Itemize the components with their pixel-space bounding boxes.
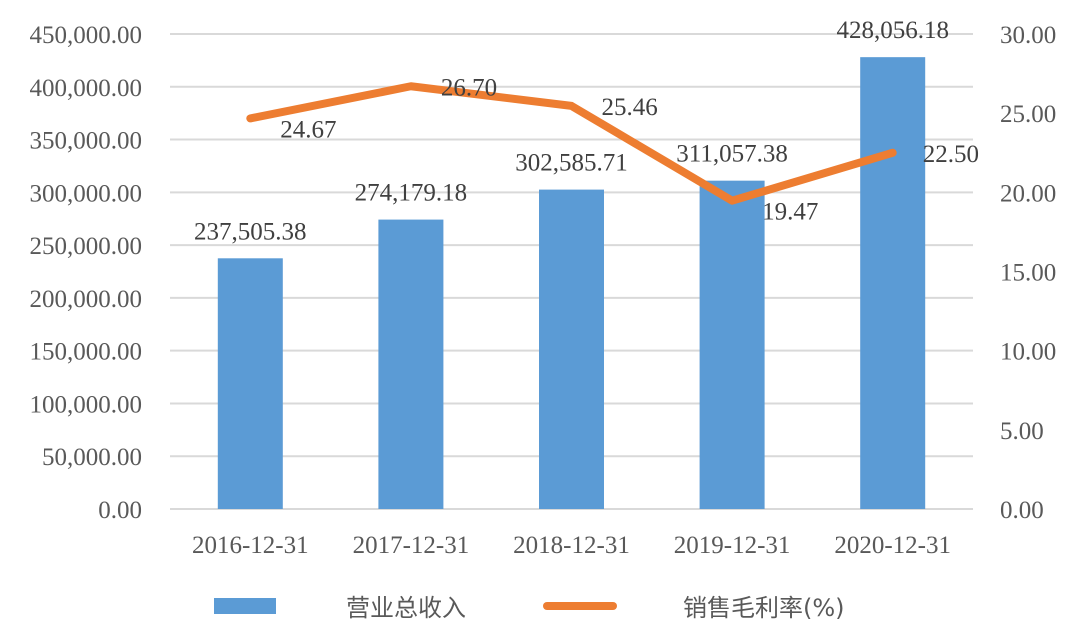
revenue-bar — [539, 189, 604, 509]
legend-label-revenue: 营业总收入 — [346, 594, 466, 622]
left-tick-label: 350,000.00 — [30, 128, 143, 155]
left-tick-label: 250,000.00 — [30, 233, 143, 260]
margin-line-path — [246, 82, 897, 205]
x-tick-label: 2018-12-31 — [513, 532, 630, 559]
left-tick-label: 300,000.00 — [30, 180, 143, 207]
right-tick-label: 10.00 — [1000, 339, 1056, 366]
combo-chart: 0.00 50,000.00 100,000.00 150,000.00 200,000… — [30, 17, 1057, 559]
left-tick-label: 0.00 — [98, 497, 142, 524]
line-value-label: 25.46 — [602, 94, 658, 121]
left-y-axis: 0.00 50,000.00 100,000.00 150,000.00 200,000… — [30, 22, 143, 524]
right-tick-label: 20.00 — [1000, 180, 1056, 207]
legend-label-margin: 销售毛利率(%) — [683, 594, 845, 622]
legend-bar-swatch — [214, 597, 276, 614]
right-tick-label: 30.00 — [1000, 22, 1056, 49]
revenue-bar — [378, 219, 444, 510]
legend-item-revenue: 营业总收入 — [214, 588, 466, 623]
right-tick-label: 15.00 — [1000, 260, 1056, 287]
legend-item-margin: 销售毛利率(%) — [543, 588, 845, 623]
x-tick-label: 2020-12-31 — [834, 532, 951, 559]
revenue-bar — [860, 57, 926, 509]
right-tick-label: 0.00 — [1000, 497, 1044, 524]
x-axis: 2016-12-31 2017-12-31 2018-12-31 2019-12-31… — [192, 532, 951, 559]
revenue-bar — [217, 258, 283, 509]
line-data-labels: 24.67 26.70 25.46 19.47 22.50 — [280, 74, 979, 225]
right-tick-label: 5.00 — [1000, 418, 1044, 445]
line-value-label: 19.47 — [762, 199, 818, 226]
line-value-label: 22.50 — [923, 141, 979, 168]
bar-value-label: 428,056.18 — [836, 17, 949, 44]
bar-data-labels: 237,505.38 274,179.18 302,585.71 311,057.38… — [194, 17, 949, 245]
x-tick-label: 2019-12-31 — [674, 532, 791, 559]
margin-line — [246, 82, 897, 205]
legend: 营业总收入 销售毛利率(%) — [0, 588, 1080, 628]
left-tick-label: 450,000.00 — [30, 22, 143, 49]
bar-value-label: 274,179.18 — [355, 180, 468, 207]
right-tick-label: 25.00 — [1000, 101, 1056, 128]
left-tick-label: 50,000.00 — [42, 444, 142, 471]
left-tick-label: 100,000.00 — [30, 391, 143, 418]
line-value-label: 26.70 — [441, 74, 497, 101]
line-value-label: 24.67 — [280, 116, 336, 143]
x-tick-label: 2016-12-31 — [192, 532, 309, 559]
left-tick-label: 150,000.00 — [30, 339, 143, 366]
right-y-axis: 0.00 5.00 10.00 15.00 20.00 25.00 30.00 — [1000, 22, 1056, 524]
revenue-bars — [217, 57, 926, 510]
legend-line-swatch — [543, 601, 617, 610]
bar-value-label: 311,057.38 — [676, 141, 788, 168]
bar-value-label: 237,505.38 — [194, 218, 307, 245]
left-tick-label: 200,000.00 — [30, 286, 143, 313]
bar-value-label: 302,585.71 — [515, 150, 628, 177]
left-tick-label: 400,000.00 — [30, 75, 143, 102]
x-tick-label: 2017-12-31 — [353, 532, 470, 559]
revenue-bar — [699, 180, 765, 509]
